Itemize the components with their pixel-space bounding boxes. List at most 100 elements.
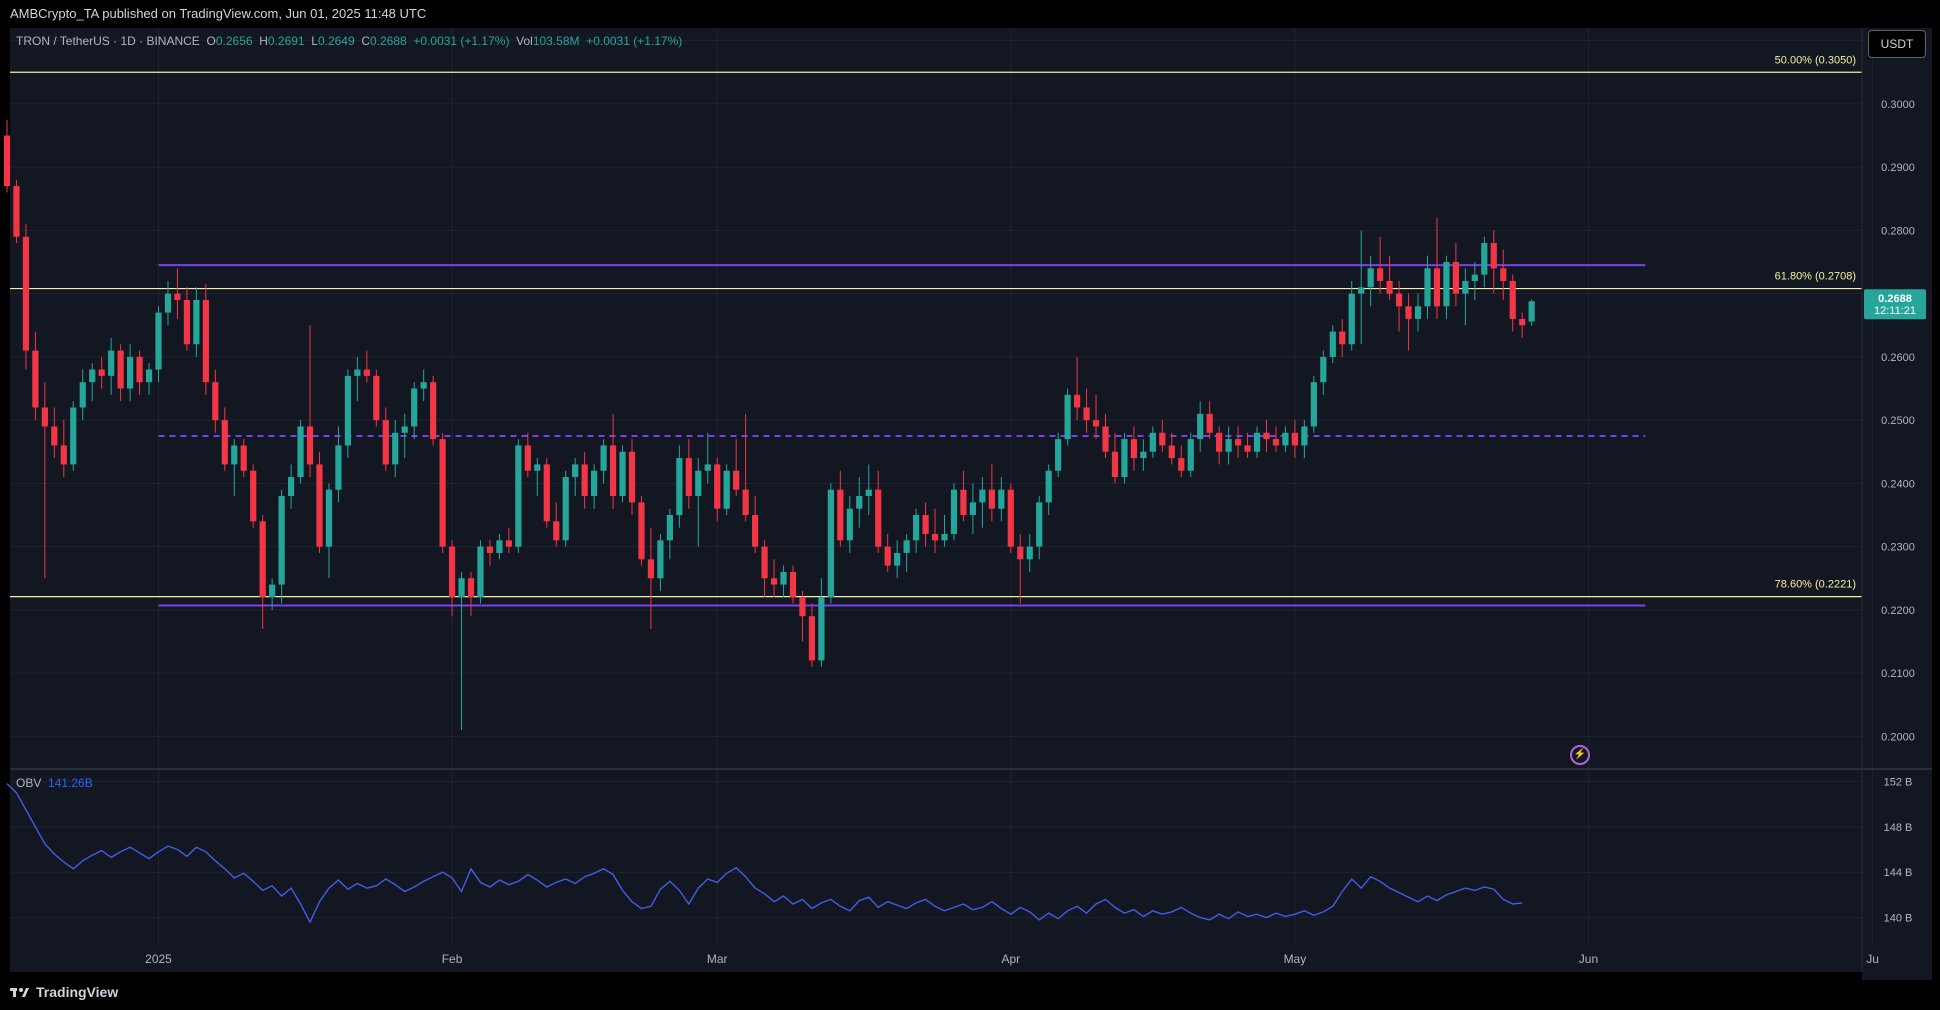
published-header: AMBCrypto_TA published on TradingView.co… bbox=[0, 0, 1940, 28]
candle-body bbox=[373, 375, 380, 421]
candle-body bbox=[202, 299, 209, 383]
candle-body bbox=[837, 489, 844, 541]
candle bbox=[70, 401, 77, 471]
candle-body bbox=[108, 350, 115, 376]
candle bbox=[1443, 255, 1450, 319]
candle bbox=[619, 445, 626, 503]
candle bbox=[1528, 299, 1535, 326]
candle bbox=[193, 287, 200, 357]
candle bbox=[155, 306, 162, 383]
candle bbox=[306, 325, 314, 478]
candle-body bbox=[1234, 439, 1242, 446]
candle bbox=[1159, 420, 1166, 452]
close-label: C bbox=[361, 34, 370, 48]
candle-body bbox=[979, 489, 986, 503]
candle bbox=[1471, 262, 1478, 300]
candle-body bbox=[1452, 262, 1459, 294]
candle-body bbox=[818, 597, 825, 661]
candle-body bbox=[789, 571, 797, 598]
candle-body bbox=[1102, 426, 1109, 452]
candle-body bbox=[79, 382, 86, 408]
price-tick-label: 0.2000 bbox=[1881, 731, 1915, 743]
candle bbox=[496, 533, 503, 560]
candle bbox=[600, 439, 607, 484]
candle-body bbox=[89, 369, 96, 383]
candle-body bbox=[1017, 546, 1024, 560]
fib-level-label: 50.00% (0.3050) bbox=[1775, 54, 1856, 66]
candle bbox=[420, 369, 427, 402]
candle bbox=[998, 477, 1005, 522]
candle bbox=[325, 483, 333, 579]
candle bbox=[344, 369, 351, 459]
candle bbox=[818, 578, 825, 667]
candle-body bbox=[1073, 394, 1081, 408]
high-label: H bbox=[259, 34, 268, 48]
candle-body bbox=[363, 369, 370, 376]
candle-body bbox=[411, 388, 418, 427]
candle bbox=[1187, 432, 1194, 478]
candle bbox=[657, 533, 664, 591]
candle bbox=[411, 382, 418, 440]
footer bbox=[0, 980, 1940, 1010]
candle bbox=[1462, 268, 1469, 326]
candle bbox=[89, 363, 96, 402]
candle bbox=[799, 590, 806, 642]
candle bbox=[1386, 255, 1393, 300]
candle bbox=[1121, 432, 1128, 484]
candle bbox=[22, 224, 30, 370]
candle bbox=[1414, 293, 1422, 332]
candle-body bbox=[496, 540, 503, 553]
candle-body bbox=[1055, 439, 1062, 471]
tradingview-logo[interactable]: TradingView bbox=[10, 984, 118, 1000]
candle-body bbox=[174, 293, 181, 300]
candle-body bbox=[1386, 280, 1393, 294]
candle-body bbox=[931, 533, 939, 541]
candle bbox=[1433, 217, 1441, 319]
symbol-name[interactable]: TRON / TetherUS · 1D · BINANCE bbox=[16, 34, 200, 48]
candle-body bbox=[430, 382, 437, 440]
candle bbox=[467, 571, 475, 617]
candle bbox=[1017, 533, 1024, 604]
candle-body bbox=[1481, 243, 1488, 275]
candle-body bbox=[1178, 458, 1185, 471]
candle bbox=[733, 439, 740, 497]
candle-body bbox=[988, 489, 995, 509]
candle-body bbox=[657, 540, 664, 579]
candle bbox=[486, 540, 494, 566]
candle-body bbox=[600, 445, 607, 471]
candle bbox=[1073, 356, 1081, 421]
axis-labels: 0.31000.30000.29000.28000.27000.26000.25… bbox=[145, 36, 1926, 966]
lightning-icon[interactable]: ⚡ bbox=[1570, 745, 1590, 765]
currency-button[interactable]: USDT bbox=[1868, 30, 1926, 58]
low-label: L bbox=[311, 34, 318, 48]
candle bbox=[136, 350, 143, 395]
candle-body bbox=[1443, 262, 1450, 307]
candle-body bbox=[666, 515, 673, 541]
candle bbox=[572, 458, 579, 497]
candle-body bbox=[950, 489, 958, 534]
candle bbox=[117, 344, 124, 402]
price-tick-label: 0.2300 bbox=[1881, 542, 1915, 554]
obv-line bbox=[6, 783, 1523, 924]
obv-legend[interactable]: OBV 141.26B bbox=[16, 776, 93, 790]
candle-body bbox=[1500, 268, 1507, 281]
candle bbox=[1291, 420, 1298, 459]
candle bbox=[714, 458, 721, 522]
candle-body bbox=[60, 445, 67, 465]
candle bbox=[1140, 439, 1147, 471]
candle bbox=[439, 432, 446, 553]
candle-body bbox=[1007, 489, 1014, 547]
candle-body bbox=[723, 470, 730, 509]
change-value: +0.0031 (+1.17%) bbox=[413, 34, 510, 48]
candle-body bbox=[1471, 274, 1478, 281]
candle-body bbox=[1272, 439, 1280, 446]
time-tick-label: Mar bbox=[707, 952, 728, 966]
high-value: 0.2691 bbox=[267, 34, 305, 48]
price-tick-label: 0.2900 bbox=[1881, 162, 1915, 174]
candle bbox=[752, 496, 759, 553]
candle-body bbox=[1358, 287, 1365, 294]
candle-body bbox=[969, 502, 977, 516]
candle bbox=[3, 119, 11, 193]
